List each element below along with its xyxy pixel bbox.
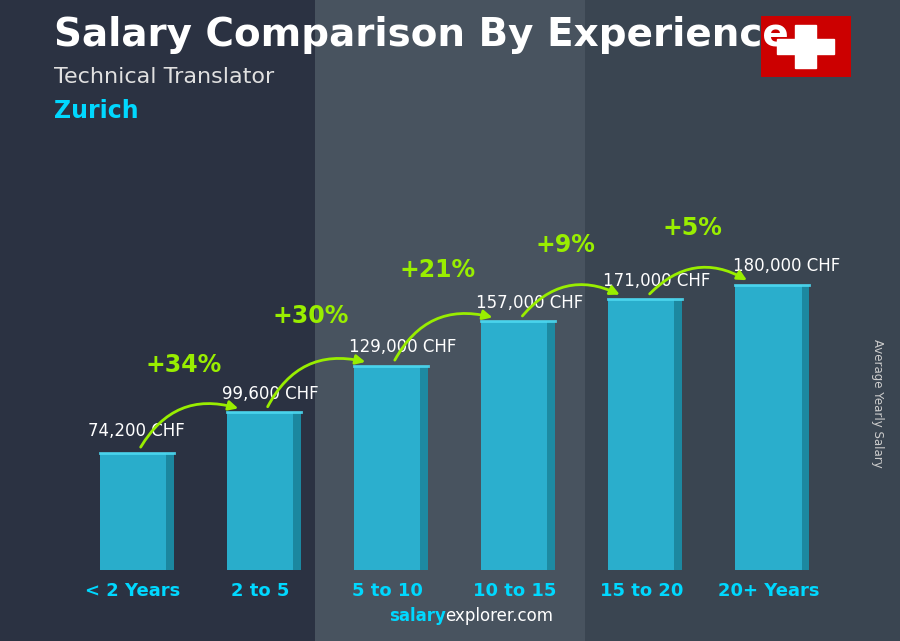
Text: Salary Comparison By Experience: Salary Comparison By Experience	[54, 16, 788, 54]
Bar	[482, 321, 547, 570]
Text: +5%: +5%	[662, 217, 722, 240]
FancyBboxPatch shape	[420, 366, 427, 570]
FancyBboxPatch shape	[674, 299, 682, 570]
Text: Zurich: Zurich	[54, 99, 139, 123]
FancyBboxPatch shape	[802, 285, 809, 570]
FancyBboxPatch shape	[166, 453, 174, 570]
Bar	[100, 453, 166, 570]
FancyBboxPatch shape	[293, 412, 301, 570]
Text: 180,000 CHF: 180,000 CHF	[733, 257, 840, 275]
Bar	[227, 412, 293, 570]
Text: +9%: +9%	[536, 233, 595, 257]
Text: 99,600 CHF: 99,600 CHF	[222, 385, 319, 403]
Text: 129,000 CHF: 129,000 CHF	[349, 338, 456, 356]
FancyBboxPatch shape	[547, 321, 555, 570]
Text: Average Yearly Salary: Average Yearly Salary	[871, 340, 884, 468]
Text: +30%: +30%	[273, 304, 349, 328]
Text: Technical Translator: Technical Translator	[54, 67, 274, 87]
Text: 74,200 CHF: 74,200 CHF	[88, 422, 185, 440]
Text: explorer.com: explorer.com	[446, 607, 554, 625]
Text: +34%: +34%	[146, 353, 222, 378]
Bar	[354, 366, 420, 570]
Bar	[0, 0, 315, 641]
Text: salary: salary	[389, 607, 446, 625]
Bar	[608, 299, 674, 570]
Text: 157,000 CHF: 157,000 CHF	[476, 294, 583, 312]
Bar	[777, 39, 834, 54]
Bar	[585, 0, 900, 641]
Text: +21%: +21%	[400, 258, 476, 281]
Bar	[315, 0, 585, 641]
Bar	[735, 285, 802, 570]
Bar	[795, 25, 816, 68]
Text: 171,000 CHF: 171,000 CHF	[603, 272, 711, 290]
